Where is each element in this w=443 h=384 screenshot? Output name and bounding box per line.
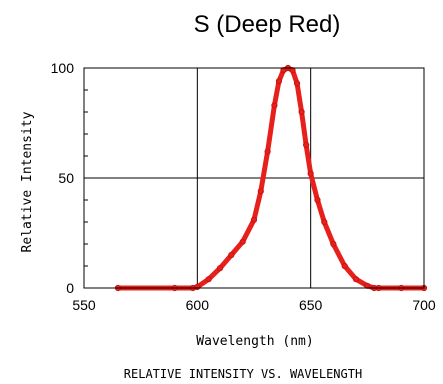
series-point <box>298 108 305 116</box>
series-point <box>275 78 283 85</box>
series-point <box>352 276 360 283</box>
tick-labels: 550 600 650 700 0 50 100 <box>51 60 436 313</box>
series-point <box>341 262 348 270</box>
series-point <box>271 102 278 109</box>
x-tick-label: 650 <box>299 297 323 313</box>
y-tick-label: 0 <box>66 280 74 296</box>
series-point <box>257 188 264 195</box>
chart-title: S (Deep Red) <box>194 11 341 38</box>
series-point <box>307 170 314 177</box>
series-point <box>321 218 328 226</box>
series-point <box>216 265 224 272</box>
chart-caption: RELATIVE INTENSITY VS. WAVELENGTH <box>124 367 362 381</box>
y-axis-label: Relative Intensity <box>20 111 35 252</box>
y-tick-label: 100 <box>51 60 75 76</box>
series-point <box>250 216 258 223</box>
series-point <box>205 276 212 283</box>
series-point <box>264 148 271 155</box>
x-tick-label: 600 <box>186 297 210 313</box>
series-point <box>228 251 235 259</box>
series-point <box>314 196 321 204</box>
series-point <box>194 283 201 290</box>
x-axis-label: Wavelength (nm) <box>196 334 313 349</box>
series-point <box>303 141 310 149</box>
series-point <box>293 80 301 87</box>
x-tick-label: 550 <box>72 297 96 313</box>
grid <box>84 68 424 288</box>
y-tick-label: 50 <box>58 170 74 186</box>
series-point <box>239 238 246 245</box>
series-point <box>330 240 337 248</box>
plot-frame <box>83 67 425 289</box>
x-tick-label: 700 <box>412 297 436 313</box>
